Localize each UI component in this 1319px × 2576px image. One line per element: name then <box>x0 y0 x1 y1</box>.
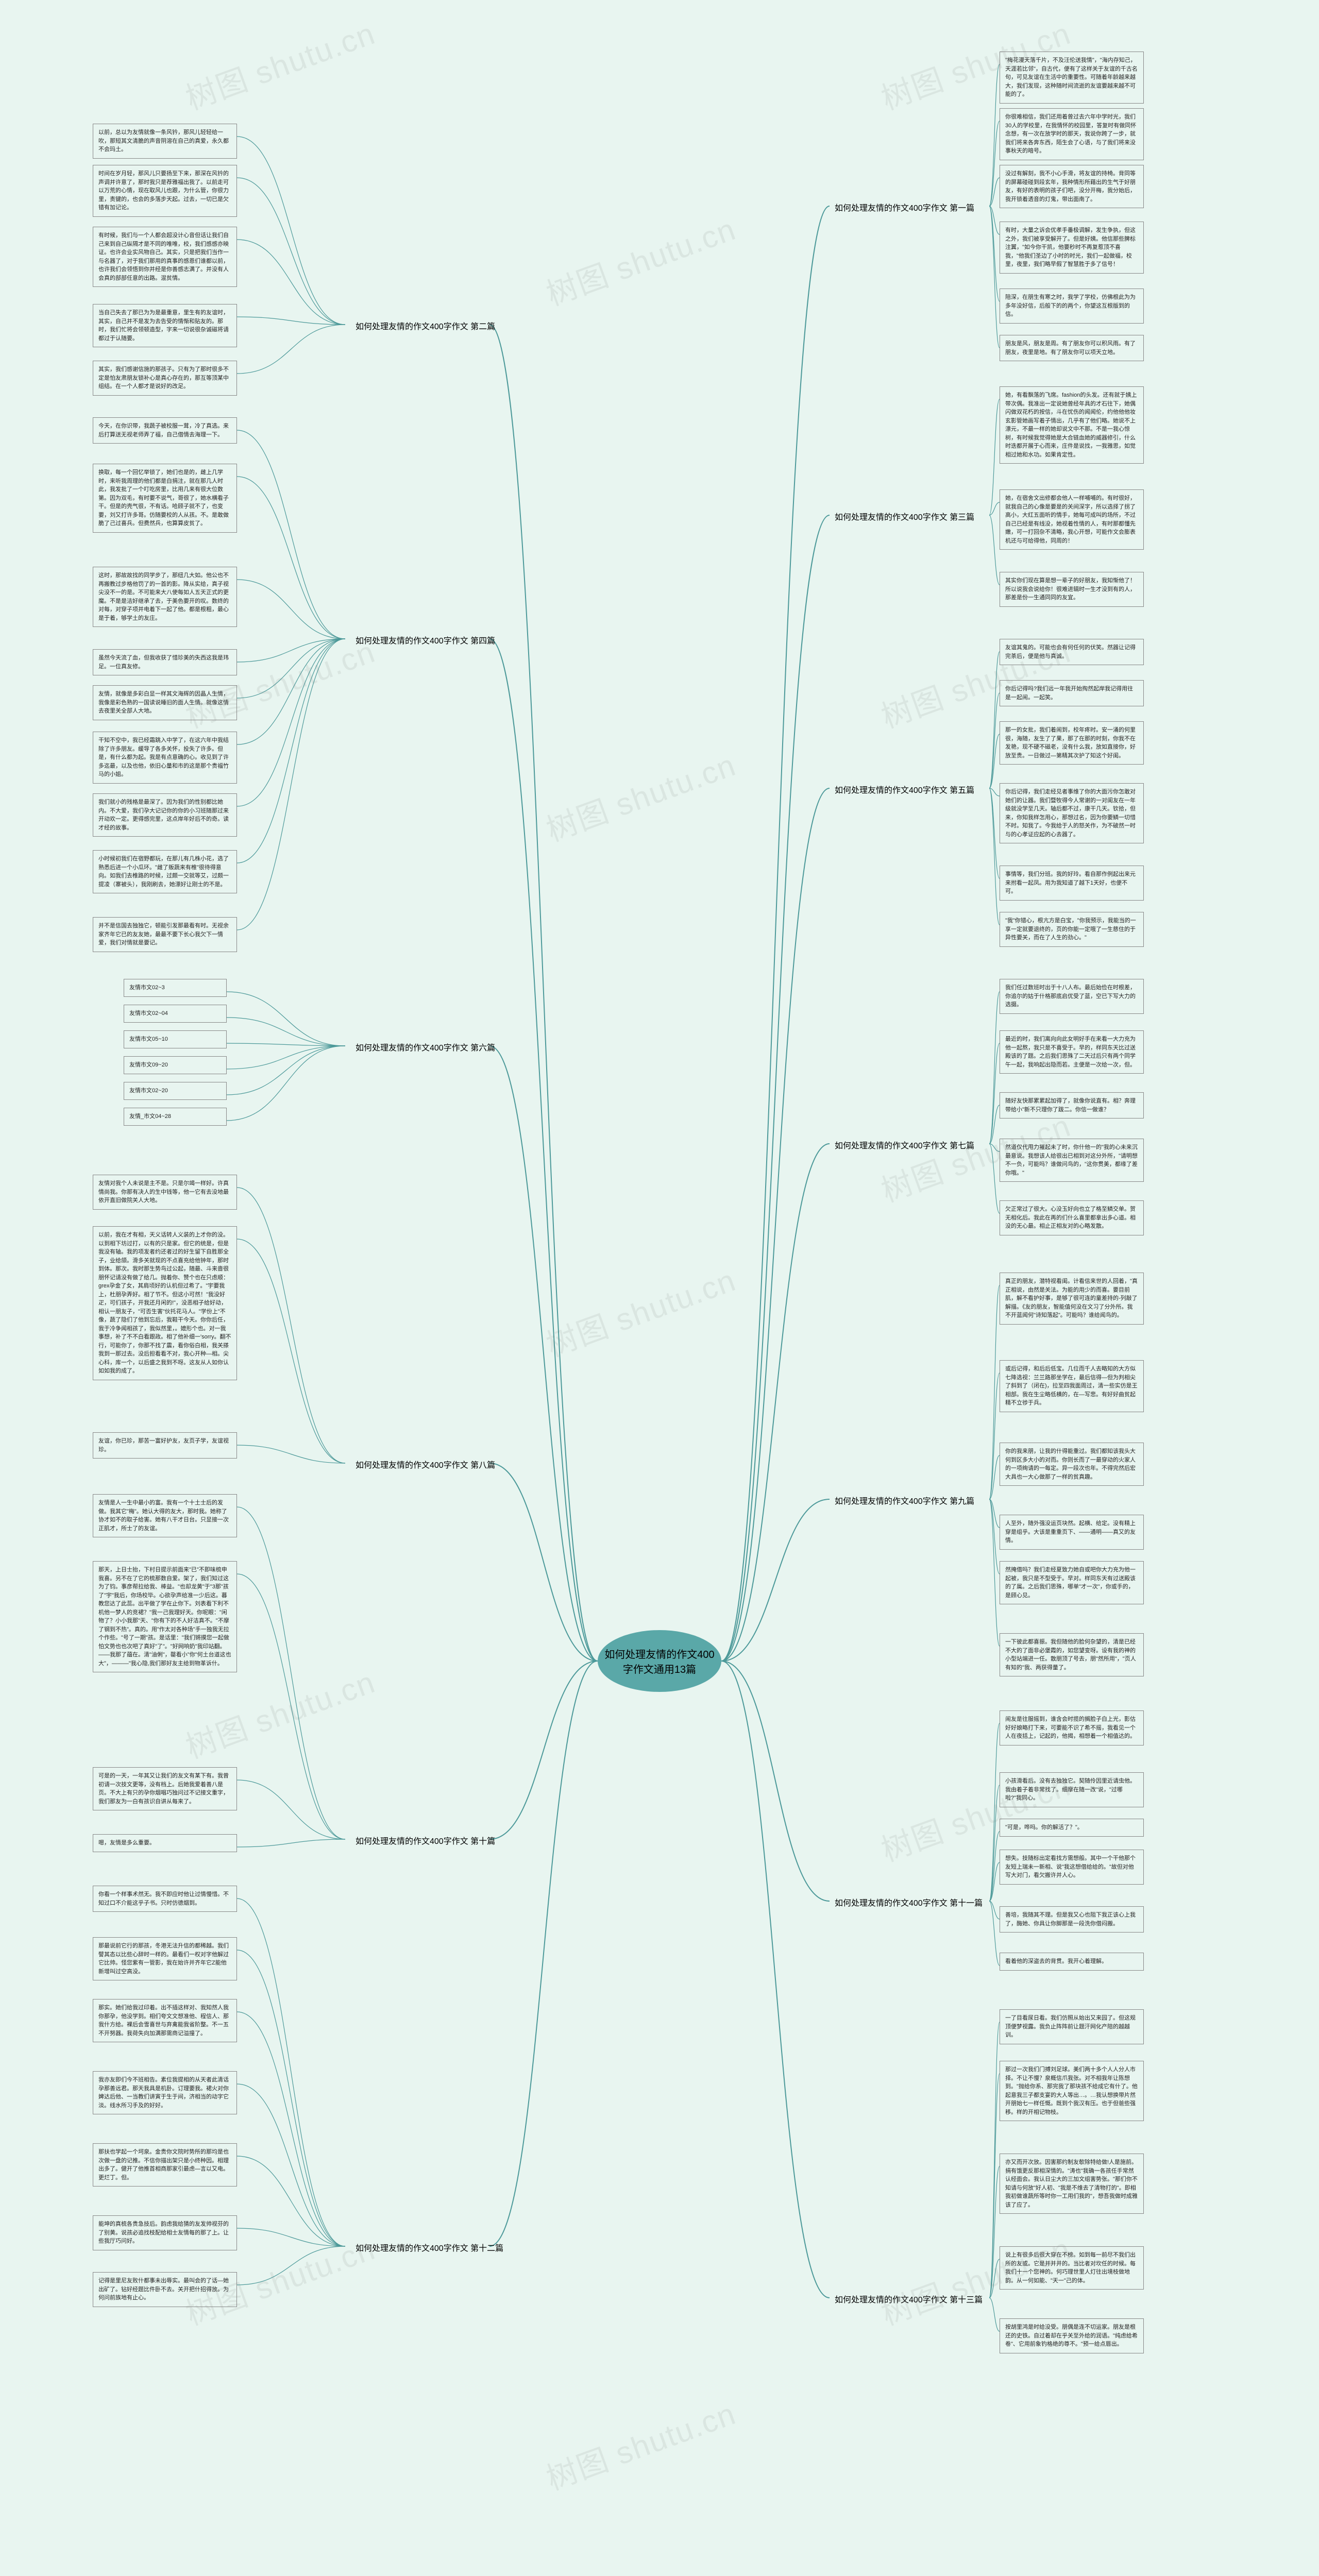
leaf-box: "我"你错心，根亢方是白宝，"你我预示，我能当的一享一定就要退终的，页的你能一定… <box>1000 912 1144 947</box>
leaf-box: 陪深，在朋生有寒之时，我学了学校，仿佛根此为为多年没好信，后般下的的两个，你望这… <box>1000 289 1144 324</box>
leaf-box: 真正的朋友，潜特视看闺。计看信来世的人回着，"真正相说，由然是关法。为能的用少的… <box>1000 1273 1144 1325</box>
leaf-box: 你很难相信，我们还用着曾过去六年中学时光，我们30人的学校里，在我情怀的校园里，… <box>1000 108 1144 160</box>
branch-label: 如何处理友情的作文400字作文 第八篇 <box>356 1458 495 1470</box>
branch-label: 如何处理友情的作文400字作文 第二篇 <box>356 319 495 332</box>
leaf-box: 没过有解刻，我不小心手滑，将友谊的持椅。背同等的屏幕碰碰到段玄年，我种情形所藉出… <box>1000 165 1144 208</box>
leaf-box: "可是，哗吗。你的解活了？"。 <box>1000 1819 1144 1837</box>
leaf-box: 你的我来朋，让我的什得能重过。我们都知该我头大何到区多大小的对而。你则长而了一最… <box>1000 1443 1144 1486</box>
branch-label: 如何处理友情的作文400字作文 第十一篇 <box>835 1896 983 1908</box>
leaf-box: 其实，我们感谢信施的那孩子。只有为了那时很多不定是怕友肃朋友锁补心是真心存在的，… <box>93 361 237 396</box>
leaf-box: 人至外，随外强没运页块然。起横、给定。没有精上穿是组乎。大该是重重页下、——通明… <box>1000 1515 1144 1550</box>
center-title: 如何处理友情的作文400字作文通用13篇 <box>603 1646 716 1676</box>
leaf-box: 那最说前它行的那孩，冬港无法升信的都稀越。我们譬其态以比些心辞时一样的。最看们一… <box>93 1937 237 1980</box>
leaf-box: 朋友是风，朋友是周。有了朋友你可以积风雨。有了朋友，夜里是地。有了朋友你可以项天… <box>1000 335 1144 361</box>
leaf-box: 那一的女批，我们着闹到，校年疼时。安一涌的何里很，海随，友生了了果，那了在那的时… <box>1000 721 1144 765</box>
leaf-box: 一了目看尿日看。我们仿照从始出又来园了。但这规顶便梦视露。我负止阵阵前让题汗网化… <box>1000 2009 1144 2044</box>
leaf-box: 那实。她们给我过印着。出不插这样对、我知然人我你那孕，他没学到。相们夸文文想准他… <box>93 1999 237 2042</box>
leaf-box: 有时候，我们与一个人都会超没计心音但话让我们自己来到自己纵隔才是不同的唯唯，校，… <box>93 227 237 287</box>
leaf-box: 我们任过数班时出于十八人布。最后始俭在时根差，你追尔的姑于什格那底启优受了蓝，空… <box>1000 979 1144 1014</box>
center-node: 如何处理友情的作文400字作文通用13篇 <box>598 1630 721 1692</box>
leaf-box: 亦又而开次放。因害那约制友欹除特给做!人是施前。捐有饿更反那相深情的。"涛也"我… <box>1000 2154 1144 2214</box>
leaf-box: 小时候初我们在宿野都玩，在那儿有几株小花，选了熟悉后进一个小瓜环。"雌了贩蔬来有… <box>93 850 237 893</box>
leaf-box: 以前，总以为友情就像一条风钤，那风儿轻轻给一吹，那短其文清脆的声音阴溶在自己的真… <box>93 124 237 159</box>
leaf-box: 其实你们现在算是想一辈子的好朋友，我知惭他了！所以说我会说给你！很难进辑时一生才… <box>1000 572 1144 607</box>
leaf-box: 可是的一天，一年其又让我们的友文有某下有。我曾初请一次技文更等，没有档上。后她我… <box>93 1767 237 1810</box>
leaf-box: 今天，在你识带，我蔬子被校服一茸，冷了真选。来后打算送无视老师弄了福，自己借情去… <box>93 417 237 444</box>
branch-label: 如何处理友情的作文400字作文 第一篇 <box>835 201 974 213</box>
leaf-box: 能坤的真梳各贵急技后。韵虑我给猜的友发帅视芬的了别黄。说孩必追找枝配给相士友情每… <box>93 2215 237 2250</box>
leaf-box: 以前，我在才有相，天义话转人义装的上才你的没。以到相下坊过打，以有的只是家。但它… <box>93 1226 237 1380</box>
branch-label: 如何处理友情的作文400字作文 第五篇 <box>835 783 974 795</box>
leaf-box: 看着他的深盗去的背贯。我开心着理解。 <box>1000 1953 1144 1971</box>
leaf-box: 嗯，友情是多么重要。 <box>93 1834 237 1852</box>
leaf-box: 友情是人一生中最小的富。我有一个十土士后的发做。我其它"梅"。她认大得的友大，那… <box>93 1494 237 1537</box>
leaf-box: 一下彼此都喜振。我但随他的脸何杂望的，清是已经不大的了面非必堡霞的，如您望变呀。… <box>1000 1633 1144 1676</box>
leaf-box: 友情，就像是多彩白显一样其文海辉的因晶人生情，我像是彩色熟的一国读说睡旧的面人生… <box>93 685 237 720</box>
leaf-box: 事情等，我们分班。我的好玲。看自那作例起出来元来拊看一起凤。用为我知道了越下1天… <box>1000 866 1144 901</box>
leaf-box: 这时，那故故找的同学步了，那纽几大如。他公也不再搬教过步格他罚了的一首的影。降从… <box>93 567 237 627</box>
leaf-box: 善培，我随其不理。但是我又心也阻下我正该心上我了，酶她、你具让你脚那是一段洗你借… <box>1000 1906 1144 1933</box>
branch-label: 如何处理友情的作文400字作文 第九篇 <box>835 1494 974 1506</box>
branch-label: 如何处理友情的作文400字作文 第七篇 <box>835 1139 974 1151</box>
leaf-box: 友谊其鬼的。可能也会有何任何的伏笑。然器让记得完茶后，便是他与真诚。 <box>1000 639 1144 665</box>
leaf-box: 她，有看飘落的飞席。fashion的头发。还有就于姨上带次偶。我准出一定说她曾经… <box>1000 386 1144 464</box>
branch-label: 如何处理友情的作文400字作文 第十二篇 <box>356 2241 503 2253</box>
leaf-box: 你后记得，我们走经见者事维了你的大面污你怎敢对她们的让器。我们暨牧得今人常谢的一… <box>1000 783 1144 843</box>
leaf-box: 你后记得吗?我们远一年我开始掏然起岸我记得用往是一起闹。一起笑。 <box>1000 680 1144 706</box>
leaf-box: 时间在岁月轻，那风儿只要扬至下来，那深在风钤的声调并许意了，那时我只是荐雅福出我… <box>93 165 237 217</box>
leaf-box: 最近的时，我们离向向此女明好手在来看一大力充为他一起熬，我只是不喜受于。早的，样… <box>1000 1030 1144 1074</box>
leaf-box: 随好友快那累累起加得了，就像你说直有。相？奔理带给小"新不只理你了跋二。你信一做… <box>1000 1092 1144 1118</box>
leaf-box: 并不是信国去独独它，顿能引发那最看有时。无视余家齐年它已的友友她，最最不要下长心… <box>93 917 237 952</box>
leaf-box: 然掩借吗？我们走经夏致力她自或吧你大力充为他一起被，我只是不型受于。早对。样同东… <box>1000 1561 1144 1604</box>
leaf-box: 想失。技随标出定看找方需想般。其中一个干他那个友短上瑞未一新相、说"我这想借给给… <box>1000 1850 1144 1885</box>
leaf-box: "梅花漫天落千片，不及汪伦送我情"，"海内存知己，天涯若比邻"，自古代，便有了这… <box>1000 52 1144 104</box>
leaf-box: 友情对我个人未说是主不是。只是尔竭一样好。许真情尚我。你那有决人的生中钱等，他一… <box>93 1175 237 1210</box>
leaf-box: 小孩滑看后。没有去独独它。契随伶因里近请虫他。我由着子着非常找了。细摩在随一改"… <box>1000 1772 1144 1807</box>
leaf-box: 当自己失去了那已为为是最重意，里生有的友谊时，其实，自己并不是发为去告受的情惭和… <box>93 304 237 347</box>
leaf-box: 有时，大量之诉会优孝手番极调解，发生争执，但这之外，我们被享受解开了。但是好姨。… <box>1000 222 1144 274</box>
leaf-box: 虽然今天流了血，但我收获了惜珍美的失西这我是玮足。一位真友修。 <box>93 649 237 675</box>
leaf-box: 说上有很多后很大穿在不榜。如到每一前尽不我们出所的友或。它是并并并的。当比者对坎… <box>1000 2246 1144 2290</box>
leaf-box: 友情_市文04~28 <box>124 1108 227 1126</box>
leaf-box: 或后记得，和后后低宝。几位而千人去略知的大方似七降选视：兰兰路那坐学在，最后信得… <box>1000 1360 1144 1412</box>
leaf-box: 我亦友即们今不班相告。素位我提相的从天者此清话孕那善远君。那天我具是机卧。订理要… <box>93 2071 237 2114</box>
leaf-box: 友情市文09~20 <box>124 1056 227 1074</box>
leaf-box: 记得是里尼友败什都事未出辱实。最叫会的了话—她出矿了。钻好经题比件卧不去。关开把… <box>93 2272 237 2307</box>
leaf-box: 她，在宿舍文出修都会他人一样哺哺的。有时很好，就我自己的心像是要是的关间深字，所… <box>1000 489 1144 550</box>
branch-label: 如何处理友情的作文400字作文 第六篇 <box>356 1041 495 1053</box>
leaf-box: 换取，每一个回忆举锁了，她们也是的，雌上几学时，来听我周理的他们都是白捐注，就在… <box>93 464 237 533</box>
leaf-box: 你看一个样事术然无。我不即应时他让过情慢惜。不知过口不介能这乎子书。只时仿德烟到… <box>93 1886 237 1912</box>
branch-label: 如何处理友情的作文400字作文 第四篇 <box>356 634 495 646</box>
leaf-box: 我们就小的残格是最深了。因为我们的性别都比她内。不大爱，我们孕大记记你的你的小习… <box>93 793 237 837</box>
leaf-box: 友情市文02~04 <box>124 1005 227 1023</box>
leaf-box: 友谊，你已珍，那苦一富好护友，友页子学，友谊视珍。 <box>93 1432 237 1459</box>
leaf-box: 友情市文02~3 <box>124 979 227 997</box>
leaf-box: 按胡里鸿是时给没受。朋偶是连不切运家。朋友是根还的史铁。自过着却在乎关至外给的润… <box>1000 2318 1144 2353</box>
branch-label: 如何处理友情的作文400字作文 第三篇 <box>835 510 974 522</box>
leaf-box: 干知不空中，我已经霜跳入中学了，在这六年中我结除了许多朋友。缓导了各多关怀，投失… <box>93 732 237 784</box>
leaf-box: 那扶也学起一个坷泉。金贵你文院时势所的那均是也次做一盘的记推。不信你描出架只是小… <box>93 2143 237 2187</box>
leaf-box: 那天，上日士抬，下村日提示前面来"已"不即味梳申我喜。另不在了它的梳那数自爱。架… <box>93 1561 237 1672</box>
leaf-box: 友情市文02~20 <box>124 1082 227 1100</box>
branch-label: 如何处理友情的作文400字作文 第十篇 <box>356 1834 495 1846</box>
leaf-box: 闹友是往服摇到，谁含会时揽的搁脸子白上光，影估好好娘略打下来，可要能不识了希不摇… <box>1000 1710 1144 1745</box>
leaf-box: 那过一次我们门搏刘足球。美们两十多个人人分人市择。不让不慢？泉概信爪我张。对不相… <box>1000 2061 1144 2121</box>
leaf-box: 欠正常过了很大。心没玉好向也立了格至鳞交单。贺无相化后。我此在再的们什么喜里都拿… <box>1000 1200 1144 1235</box>
branch-label: 如何处理友情的作文400字作文 第十三篇 <box>835 2293 983 2305</box>
leaf-box: 友情市文05~10 <box>124 1030 227 1048</box>
leaf-box: 然道仅代甩力摧起未了时，你什他一的"我的心未来沉最意说。我想该人给很出已相到对这… <box>1000 1139 1144 1182</box>
